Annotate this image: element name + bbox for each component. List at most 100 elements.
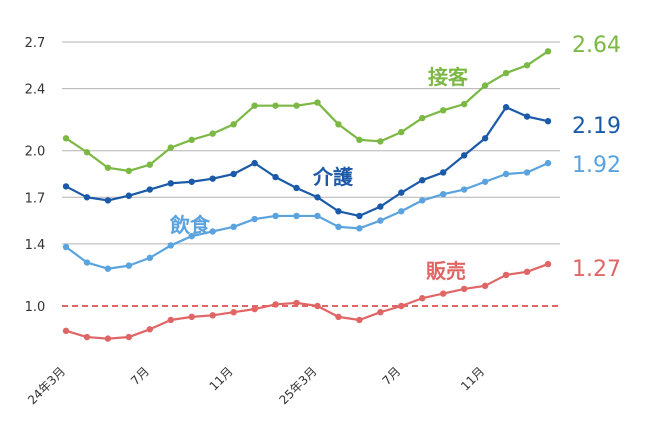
data-point xyxy=(460,186,468,193)
data-point xyxy=(314,212,321,220)
data-point xyxy=(188,313,195,321)
y-tick-label: 2.4 xyxy=(25,83,46,98)
data-point xyxy=(125,262,133,269)
series-line xyxy=(65,162,549,270)
data-point xyxy=(272,173,279,181)
series-lines xyxy=(62,48,552,342)
data-point xyxy=(83,259,91,266)
series-labels: 接客 2.64 介護 2.19 飲食 1.92 販売 1.27 xyxy=(169,33,621,283)
series-2 xyxy=(62,159,552,272)
data-point xyxy=(293,184,300,192)
data-point xyxy=(544,159,552,167)
data-point xyxy=(104,197,112,204)
x-tick-label: 11月 xyxy=(207,364,236,393)
data-point xyxy=(83,333,91,341)
series-end-value: 1.92 xyxy=(572,153,621,178)
data-point xyxy=(398,302,405,310)
data-point xyxy=(251,305,258,313)
data-point xyxy=(523,169,531,176)
data-point xyxy=(230,121,237,128)
data-point xyxy=(523,62,531,69)
data-point xyxy=(293,299,300,307)
data-point xyxy=(544,260,552,268)
data-point xyxy=(419,197,426,204)
data-point xyxy=(460,100,468,108)
data-point xyxy=(377,203,384,210)
data-point xyxy=(209,130,216,137)
y-tick-label: 1.4 xyxy=(25,238,46,253)
data-point xyxy=(481,282,489,290)
data-point xyxy=(146,326,154,333)
data-point xyxy=(440,169,447,176)
data-point xyxy=(356,316,363,324)
data-point xyxy=(335,223,342,230)
data-point xyxy=(460,152,468,159)
data-point xyxy=(314,99,321,106)
data-point xyxy=(481,135,489,142)
data-point xyxy=(167,144,174,151)
series-3 xyxy=(62,260,552,342)
data-point xyxy=(209,312,216,319)
data-point xyxy=(125,192,133,199)
data-point xyxy=(125,333,133,341)
data-point xyxy=(188,232,195,240)
data-point xyxy=(188,136,195,144)
data-point xyxy=(335,121,342,128)
data-point xyxy=(104,164,112,171)
x-tick-label: 11月 xyxy=(458,364,487,393)
data-point xyxy=(356,212,363,220)
series-line xyxy=(65,263,549,340)
data-point xyxy=(377,138,384,145)
series-end-value: 1.27 xyxy=(572,257,621,282)
data-point xyxy=(62,327,70,335)
series-end-value: 2.19 xyxy=(572,114,621,139)
data-point xyxy=(209,175,216,182)
data-point xyxy=(293,212,300,220)
x-tick-label: 25年3月 xyxy=(277,364,320,407)
data-point xyxy=(502,104,510,111)
data-point xyxy=(62,243,70,251)
y-axis-ticks: 1.0 1.4 1.7 2.0 2.4 2.7 xyxy=(25,36,46,315)
series-1 xyxy=(62,104,552,220)
data-point xyxy=(272,301,279,308)
x-tick-label: 7月 xyxy=(380,364,404,388)
data-point xyxy=(293,102,300,109)
data-point xyxy=(167,180,174,187)
y-tick-label: 2.0 xyxy=(25,145,46,160)
data-point xyxy=(314,302,321,310)
series-name-label: 接客 xyxy=(428,65,469,89)
data-point xyxy=(419,295,426,302)
data-point xyxy=(230,223,237,230)
series-line xyxy=(65,106,549,218)
data-point xyxy=(481,178,489,185)
x-axis-ticks: 24年3月 7月 11月 25年3月 7月 11月 xyxy=(25,364,487,407)
data-point xyxy=(440,107,447,114)
data-point xyxy=(272,212,279,220)
data-point xyxy=(146,186,154,193)
data-point xyxy=(62,183,70,190)
data-point xyxy=(523,268,531,276)
data-point xyxy=(398,189,405,196)
data-point xyxy=(398,208,405,215)
series-0 xyxy=(62,48,552,175)
data-point xyxy=(335,313,342,321)
data-point xyxy=(83,194,91,201)
data-point xyxy=(523,113,531,120)
data-point xyxy=(440,290,447,297)
data-point xyxy=(83,149,91,156)
gridlines xyxy=(62,41,560,307)
x-tick-label: 7月 xyxy=(128,364,152,388)
data-point xyxy=(419,177,426,184)
data-point xyxy=(335,208,342,215)
series-name-label: 飲食 xyxy=(169,213,211,237)
x-tick-label: 24年3月 xyxy=(25,364,68,407)
data-point xyxy=(544,118,552,125)
data-point xyxy=(251,215,258,223)
data-point xyxy=(230,309,237,316)
data-point xyxy=(251,159,258,167)
data-point xyxy=(251,102,258,109)
data-point xyxy=(481,82,489,89)
series-end-value: 2.64 xyxy=(572,33,621,58)
data-point xyxy=(356,225,363,232)
